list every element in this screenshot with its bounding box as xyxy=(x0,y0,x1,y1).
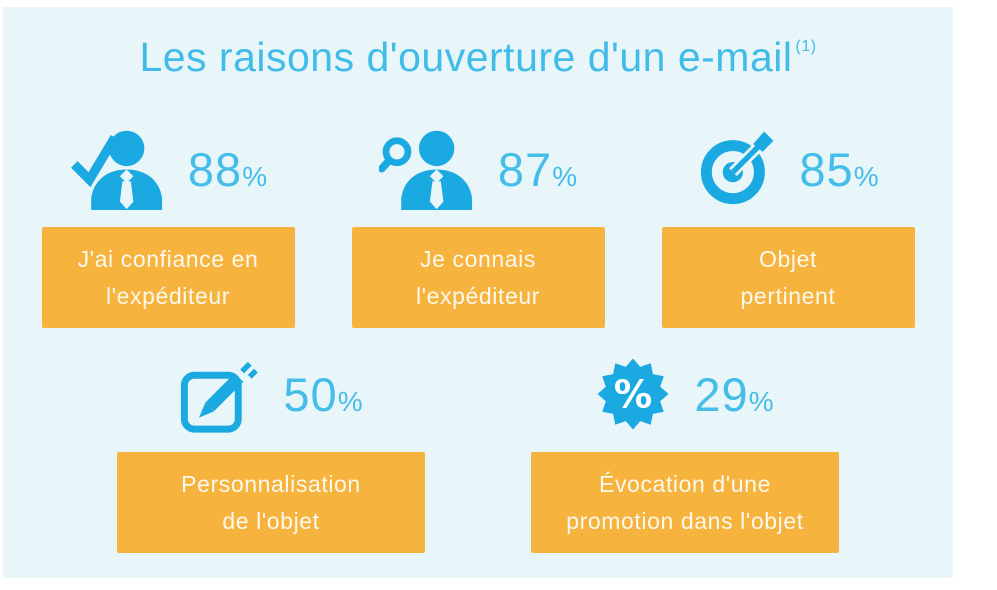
infographic-panel: Les raisons d'ouverture d'un e-mail (1) 8… xyxy=(3,7,953,578)
stat-card-subject-personalization: 50% Personnalisation de l'objet xyxy=(117,350,425,553)
stat-value: 85% xyxy=(799,142,878,197)
label-box-trust-sender: J'ai confiance en l'expéditeur xyxy=(41,227,295,328)
stat-value: 88% xyxy=(188,142,267,197)
title-text: Les raisons d'ouverture d'un e-mail xyxy=(139,34,793,80)
stats-row-2: 50% Personnalisation de l'objet % 29% Év… xyxy=(3,350,953,553)
label-line2: l'expéditeur xyxy=(415,282,541,309)
stat-number: 87 xyxy=(497,142,553,196)
stats-row-1: 88% J'ai confiance en l'expéditeur xyxy=(3,125,953,328)
label-box-relevant-subject: Objet pertinent xyxy=(661,227,915,328)
stat-card-promotion-mention: % 29% Évocation d'une promotion dans l'o… xyxy=(531,350,839,553)
label-box-subject-personalization: Personnalisation de l'objet xyxy=(117,452,425,553)
stat-know-sender: 87% xyxy=(352,125,605,213)
stat-card-know-sender: 87% Je connais l'expéditeur xyxy=(351,125,605,328)
percent-sign: % xyxy=(853,160,879,192)
percent-badge-icon: % xyxy=(596,357,670,431)
stat-card-relevant-subject: 85% Objet pertinent xyxy=(661,125,915,328)
stat-value: 50% xyxy=(283,367,362,422)
stat-subject-personalization: 50% xyxy=(117,350,425,438)
title-footnote-marker: (1) xyxy=(795,38,817,55)
stat-number: 50 xyxy=(283,367,338,421)
pencil-edit-icon xyxy=(179,356,259,433)
person-check-icon xyxy=(69,129,164,210)
label-line1: Je connais xyxy=(420,245,536,272)
percent-sign: % xyxy=(552,160,578,192)
label-line2: promotion dans l'objet xyxy=(566,507,804,534)
stat-value: 87% xyxy=(498,142,577,197)
percent-glyph: % xyxy=(614,372,653,417)
label-line1: Évocation d'une xyxy=(599,470,771,497)
label-line2: pertinent xyxy=(740,282,836,309)
label-line1: Objet xyxy=(759,245,817,272)
person-search-icon xyxy=(378,129,474,210)
stat-relevant-subject: 85% xyxy=(662,125,915,213)
stat-number: 29 xyxy=(694,367,749,421)
stat-trust-sender: 88% xyxy=(42,125,295,213)
label-line2: de l'objet xyxy=(222,507,320,534)
label-line1: J'ai confiance en xyxy=(77,245,259,272)
stat-promotion-mention: % 29% xyxy=(531,350,839,438)
target-dart-icon xyxy=(697,130,775,208)
percent-sign: % xyxy=(242,160,268,192)
label-line1: Personnalisation xyxy=(181,470,361,497)
stat-value: 29% xyxy=(694,367,773,422)
stat-number: 88 xyxy=(187,142,243,196)
percent-sign: % xyxy=(337,385,363,417)
label-box-know-sender: Je connais l'expéditeur xyxy=(351,227,605,328)
page-title: Les raisons d'ouverture d'un e-mail (1) xyxy=(3,33,953,91)
stat-number: 85 xyxy=(799,142,854,196)
label-box-promotion-mention: Évocation d'une promotion dans l'objet xyxy=(531,452,839,553)
stat-card-trust-sender: 88% J'ai confiance en l'expéditeur xyxy=(41,125,295,328)
label-line2: l'expéditeur xyxy=(105,282,231,309)
percent-sign: % xyxy=(748,385,774,417)
